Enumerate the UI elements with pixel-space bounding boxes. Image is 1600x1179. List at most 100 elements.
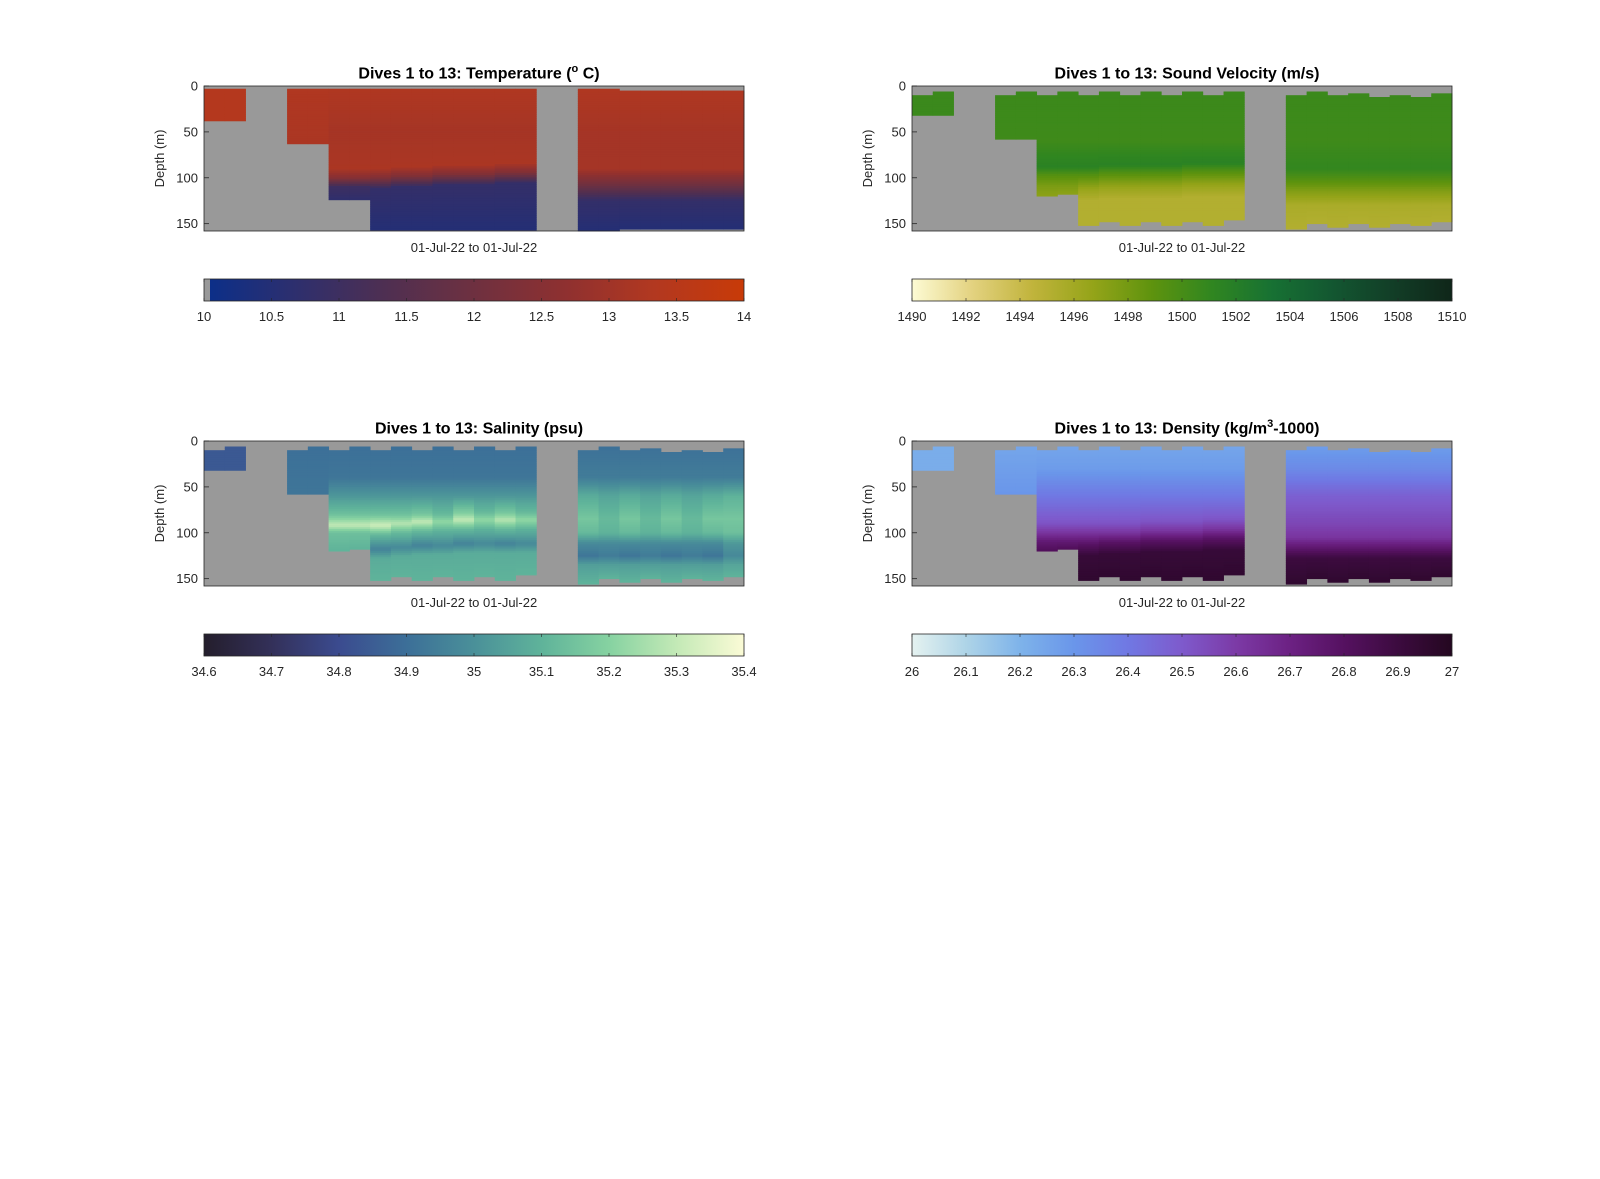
heatmap-cell [577,580,600,583]
heatmap-cell [287,132,309,136]
heatmap-cell [640,472,662,475]
heatmap-cell [1078,552,1100,556]
heatmap-cell [1285,130,1308,133]
heatmap-cell [1140,100,1162,103]
heatmap-cell [723,525,745,528]
heatmap-cell [349,184,371,187]
heatmap-cell [474,118,496,121]
heatmap-cell [494,130,516,134]
heatmap-cell [1327,128,1349,131]
heatmap-cell [1161,185,1183,188]
heatmap-cell [1140,488,1162,491]
heatmap-cell [702,565,724,569]
heatmap-cell [1285,175,1308,179]
heatmap-cell [1119,505,1141,508]
heatmap-cell [995,98,1017,102]
heatmap-cell [1119,166,1141,169]
heatmap-cell [577,486,600,490]
heatmap-cell [577,178,600,181]
heatmap-cell [1057,170,1079,173]
heatmap-cell [1140,494,1162,497]
heatmap-cell [619,186,641,189]
heatmap-cell [702,562,724,565]
heatmap-cell [1140,510,1162,513]
heatmap-cell [1119,521,1141,524]
heatmap-cell [1057,459,1079,462]
heatmap-cell [1285,208,1308,212]
heatmap-cell [1182,131,1204,135]
heatmap-cell [1306,122,1328,125]
heatmap-cell [1202,130,1224,133]
heatmap-cell [1140,119,1162,122]
heatmap-cell [1348,102,1370,105]
heatmap-cell [1098,179,1121,182]
heatmap-cell [1098,185,1121,188]
heatmap-cell [577,147,600,150]
heatmap-cell [660,152,683,156]
heatmap-cell [1202,179,1224,182]
heatmap-cell [1078,223,1100,226]
heatmap-cell [1119,530,1141,534]
heatmap-cell [681,516,703,519]
heatmap-cell [287,121,309,125]
heatmap-cell [1078,210,1100,214]
heatmap-cell [1431,106,1453,109]
heatmap-cell [660,556,683,559]
heatmap-cell [1285,108,1308,111]
heatmap-cell [619,209,641,213]
heatmap-cell [494,213,516,216]
chart-title: Dives 1 to 13: Sound Velocity (m/s) [1054,65,1320,83]
heatmap-cell [515,224,537,227]
heatmap-cell [1078,512,1100,515]
heatmap-cell [1057,183,1079,186]
heatmap-cell [494,503,516,506]
heatmap-cell [1161,150,1183,153]
heatmap-cell [287,463,309,466]
heatmap-cell [577,552,600,556]
heatmap-cell [474,574,496,578]
heatmap-cell [723,176,745,180]
heatmap-cell [1285,457,1308,460]
heatmap-cell [1389,152,1411,155]
heatmap-cell [1057,185,1079,188]
heatmap-cell [1410,152,1432,155]
heatmap-cell [1119,562,1141,565]
heatmap-cell [640,505,662,508]
heatmap-cell [432,459,454,462]
heatmap-cell [453,483,475,486]
heatmap-cell [287,127,309,130]
heatmap-cell [723,220,745,224]
heatmap-cell [723,108,745,112]
heatmap-cell [1327,163,1349,166]
heatmap-cell [474,217,496,220]
heatmap-cell [1140,128,1162,131]
heatmap-cell [1285,139,1308,142]
heatmap-cell [681,507,703,510]
heatmap-cell [577,228,600,231]
heatmap-cell [370,219,392,222]
heatmap-cell [1348,98,1370,102]
heatmap-cell [1057,486,1079,490]
heatmap-cell [1036,463,1058,466]
heatmap-cell [1348,179,1370,182]
heatmap-cell [453,512,475,515]
heatmap-cell [1078,573,1100,576]
heatmap-cell [1036,457,1058,460]
heatmap-cell [494,92,516,95]
heatmap-cell [577,211,600,214]
heatmap-cell [349,446,371,449]
heatmap-cell [681,490,703,493]
heatmap-cell [1182,563,1204,567]
heatmap-cell [619,169,641,172]
heatmap-cell [723,186,745,189]
heatmap-cell [1348,214,1370,217]
heatmap-cell [349,475,371,479]
heatmap-cell [619,92,641,95]
heatmap-cell [660,99,683,103]
heatmap-cell [411,483,433,486]
heatmap-cell [411,165,433,169]
heatmap-cell [1182,207,1204,210]
heatmap-cell [1202,450,1224,453]
heatmap-cell [1285,225,1308,228]
heatmap-cell [640,569,662,572]
